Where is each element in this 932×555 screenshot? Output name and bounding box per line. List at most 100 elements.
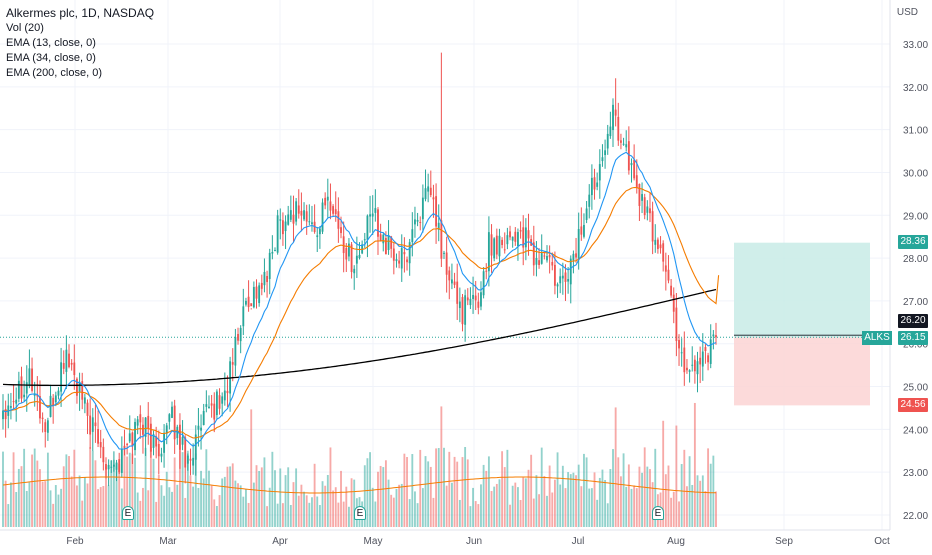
- volume-bar: [78, 475, 81, 527]
- volume-bar: [670, 497, 673, 527]
- volume-bar: [147, 490, 150, 527]
- candle-body: [36, 394, 39, 397]
- candle-body: [374, 208, 377, 213]
- candle-body: [263, 271, 266, 286]
- volume-bar: [406, 457, 408, 527]
- volume-bar: [274, 470, 276, 527]
- volume-bar: [23, 448, 26, 527]
- volume-bar: [511, 485, 514, 527]
- volume-bar: [495, 483, 498, 527]
- candle-body: [503, 249, 506, 251]
- volume-bar: [126, 456, 129, 527]
- volume-bar: [9, 482, 12, 527]
- candle-body: [522, 227, 525, 248]
- volume-bar: [266, 506, 268, 527]
- earnings-badge-jul[interactable]: E: [652, 506, 664, 520]
- volume-bar: [514, 482, 517, 527]
- candle-body: [601, 157, 604, 162]
- volume-bar: [94, 460, 97, 527]
- candle-body: [371, 213, 374, 217]
- y-tick-label: 33.00: [903, 40, 928, 51]
- volume-bar: [535, 475, 538, 527]
- volume-bar: [223, 476, 226, 527]
- volume-bar: [107, 485, 110, 527]
- candle-body: [289, 210, 292, 220]
- candle-body: [416, 219, 419, 222]
- candle-body: [369, 214, 371, 217]
- volume-bar: [548, 465, 551, 527]
- volume-bar: [184, 497, 187, 527]
- candle-body: [89, 415, 92, 435]
- candle-body: [155, 436, 158, 447]
- candle-body: [57, 390, 60, 396]
- candle-body: [675, 307, 678, 342]
- candle-body: [670, 285, 673, 296]
- volume-bar: [662, 420, 665, 527]
- candle-body: [303, 210, 305, 220]
- candle-body: [477, 301, 480, 308]
- volume-bar: [165, 471, 168, 527]
- volume-bar: [633, 485, 636, 527]
- candle-body: [572, 253, 575, 261]
- y-tick-label: 27.00: [903, 297, 928, 308]
- volume-bar: [691, 484, 694, 527]
- volume-bar: [234, 480, 237, 527]
- volume-bar: [519, 500, 522, 527]
- earnings-badge-apr[interactable]: E: [354, 506, 366, 520]
- volume-bar: [448, 451, 451, 527]
- volume-bar: [538, 494, 540, 527]
- candle-body: [210, 403, 213, 406]
- candle-body: [609, 126, 612, 137]
- volume-bar: [390, 494, 393, 527]
- candle-body: [252, 286, 255, 308]
- candle-body: [699, 357, 702, 365]
- candle-body: [487, 232, 490, 272]
- candle-body: [258, 285, 261, 304]
- candle-body: [641, 194, 643, 201]
- volume-bar: [664, 474, 667, 527]
- volume-bar: [553, 479, 556, 527]
- candle-body: [39, 396, 41, 419]
- x-tick-label: Feb: [66, 536, 84, 547]
- volume-bar: [384, 460, 387, 527]
- candle-body: [511, 236, 514, 241]
- candle-body: [179, 424, 181, 450]
- candle-body: [664, 265, 667, 272]
- candle-body: [392, 248, 395, 261]
- candle-body: [559, 276, 562, 284]
- candle-body: [707, 355, 710, 363]
- candle-body: [237, 333, 239, 341]
- volume-bar: [305, 495, 308, 527]
- volume-bar: [440, 406, 443, 527]
- volume-bar: [414, 491, 416, 527]
- y-tick-label: 31.00: [903, 126, 928, 137]
- volume-bar: [530, 454, 533, 527]
- candle-body: [184, 437, 187, 468]
- candle-body: [638, 183, 641, 206]
- candle-body: [701, 351, 704, 367]
- volume-bar: [461, 457, 464, 527]
- candle-body: [551, 261, 554, 266]
- candle-body: [213, 403, 216, 420]
- volume-bar: [70, 476, 73, 527]
- candle-body: [308, 221, 311, 223]
- candle-body: [569, 258, 572, 285]
- volume-bar: [76, 485, 78, 527]
- candle-body: [540, 253, 543, 264]
- candle-body: [696, 361, 699, 375]
- volume-bar: [371, 487, 374, 527]
- volume-bar: [437, 448, 440, 527]
- volume-bar: [287, 467, 290, 527]
- candle-body: [519, 230, 522, 232]
- earnings-badge-feb[interactable]: E: [122, 506, 134, 520]
- candle-body: [543, 255, 546, 257]
- candle-body: [535, 257, 538, 265]
- volume-bar: [258, 470, 261, 527]
- candle-body: [622, 143, 625, 145]
- candle-body: [245, 300, 247, 305]
- candle-body: [464, 295, 467, 325]
- volume-bar: [52, 503, 55, 527]
- candle-body: [414, 219, 416, 225]
